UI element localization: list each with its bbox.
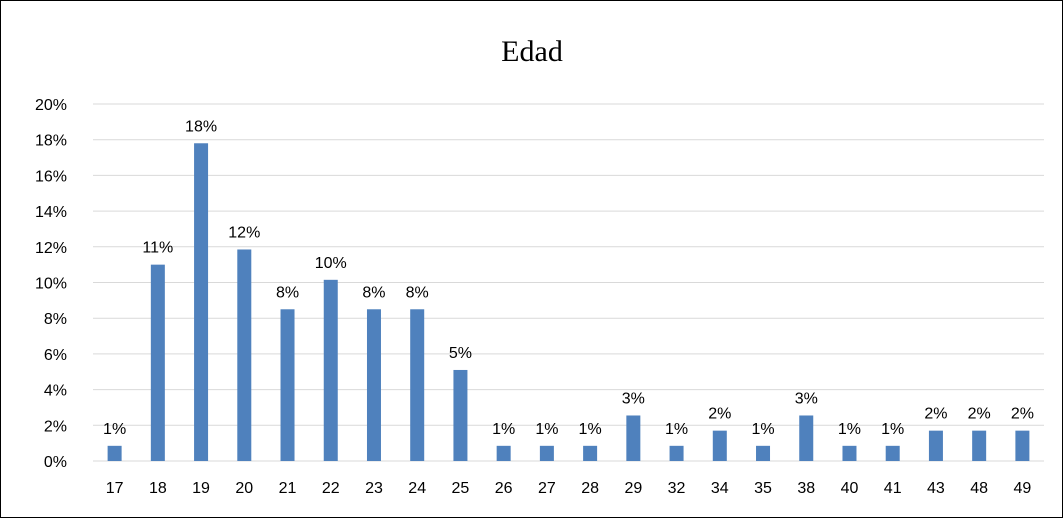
bar-26 xyxy=(496,445,511,461)
data-label-17: 1% xyxy=(103,421,126,438)
chart-title: Edad xyxy=(501,35,563,68)
x-tick-label-19: 19 xyxy=(192,480,210,497)
x-tick-label-43: 43 xyxy=(927,480,945,497)
data-label-28: 1% xyxy=(579,421,602,438)
bar-21 xyxy=(280,309,295,461)
bar-49 xyxy=(1015,430,1030,461)
data-label-25: 5% xyxy=(449,345,472,362)
y-tick-label: 20% xyxy=(35,97,67,114)
x-tick-label-17: 17 xyxy=(106,480,124,497)
bar-34 xyxy=(712,430,727,461)
bar-19 xyxy=(194,143,209,461)
bar-32 xyxy=(669,445,684,461)
x-tick-label-38: 38 xyxy=(797,480,815,497)
data-label-43: 2% xyxy=(924,406,947,423)
data-label-21: 8% xyxy=(276,284,299,301)
bar-43 xyxy=(928,430,943,461)
data-label-48: 2% xyxy=(968,406,991,423)
x-tick-label-23: 23 xyxy=(365,480,383,497)
y-tick-label: 12% xyxy=(35,240,67,257)
y-tick-label: 10% xyxy=(35,276,67,293)
x-tick-label-25: 25 xyxy=(452,480,470,497)
x-tick-label-21: 21 xyxy=(279,480,297,497)
bar-40 xyxy=(842,445,857,461)
x-tick-label-48: 48 xyxy=(970,480,988,497)
bar-35 xyxy=(756,445,771,461)
y-tick-label: 14% xyxy=(35,204,67,221)
x-tick-label-29: 29 xyxy=(624,480,642,497)
y-axis-ticks: 0% 2% 4% 6% 8% 10% 12% 14% 16% 18% 20% xyxy=(35,97,67,471)
data-label-26: 1% xyxy=(492,421,515,438)
data-label-38: 3% xyxy=(795,390,818,407)
x-tick-label-34: 34 xyxy=(711,480,729,497)
bar-18 xyxy=(150,264,165,461)
bar-29 xyxy=(626,415,641,461)
y-tick-label: 16% xyxy=(35,168,67,185)
x-tick-label-28: 28 xyxy=(581,480,599,497)
data-label-29: 3% xyxy=(622,390,645,407)
data-label-34: 2% xyxy=(708,406,731,423)
data-label-20: 12% xyxy=(228,224,260,241)
y-tick-label: 2% xyxy=(44,418,67,435)
x-tick-label-26: 26 xyxy=(495,480,513,497)
data-label-32: 1% xyxy=(665,421,688,438)
bar-48 xyxy=(972,430,987,461)
data-label-35: 1% xyxy=(751,421,774,438)
x-tick-label-22: 22 xyxy=(322,480,340,497)
data-label-49: 2% xyxy=(1011,406,1034,423)
x-tick-label-27: 27 xyxy=(538,480,556,497)
y-tick-label: 8% xyxy=(44,311,67,328)
data-label-19: 18% xyxy=(185,118,217,135)
data-label-22: 10% xyxy=(315,255,347,272)
x-tick-label-49: 49 xyxy=(1013,480,1031,497)
y-tick-label: 0% xyxy=(44,454,67,471)
y-tick-label: 6% xyxy=(44,347,67,364)
x-tick-label-18: 18 xyxy=(149,480,167,497)
data-labels: 1% 11% 18% 12% 8% 10% 8% 8% 5% 1% 1% 1% 3% 1% 2% 1% 3% 1%… xyxy=(103,118,1034,438)
bar-24 xyxy=(410,309,425,461)
data-label-18: 11% xyxy=(142,240,173,257)
data-label-40: 1% xyxy=(838,421,861,438)
data-label-27: 1% xyxy=(535,421,558,438)
y-tick-label: 18% xyxy=(35,133,67,150)
y-tick-label: 4% xyxy=(44,383,67,400)
x-tick-label-32: 32 xyxy=(668,480,686,497)
data-label-23: 8% xyxy=(362,284,385,301)
grid-lines xyxy=(93,103,1044,462)
x-tick-label-20: 20 xyxy=(235,480,253,497)
x-tick-label-40: 40 xyxy=(841,480,859,497)
x-tick-label-35: 35 xyxy=(754,480,772,497)
bar-38 xyxy=(799,415,814,461)
x-tick-label-41: 41 xyxy=(884,480,902,497)
bar-28 xyxy=(583,445,598,461)
x-tick-label-24: 24 xyxy=(408,480,426,497)
bar-25 xyxy=(453,369,468,461)
bar-17 xyxy=(107,445,122,461)
bar-27 xyxy=(539,445,554,461)
bar-23 xyxy=(366,309,381,461)
bar-41 xyxy=(885,445,900,461)
bar-22 xyxy=(323,279,338,461)
data-label-41: 1% xyxy=(881,421,904,438)
x-axis-ticks: 17 18 19 20 21 22 23 24 25 26 27 28 29 32 34 35 38 40 41 43… xyxy=(106,480,1032,497)
bars xyxy=(107,143,1030,461)
data-label-24: 8% xyxy=(406,284,429,301)
bar-20 xyxy=(237,249,252,461)
